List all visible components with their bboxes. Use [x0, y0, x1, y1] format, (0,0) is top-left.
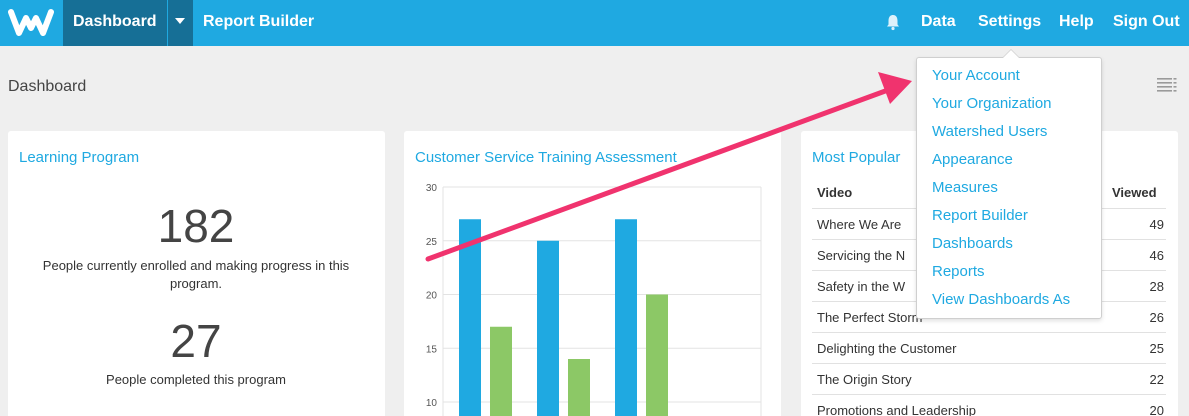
view-count: 25	[1149, 341, 1164, 356]
settings-menu-item-your-organization[interactable]: Your Organization	[932, 95, 1052, 112]
nav-report-builder[interactable]: Report Builder	[203, 13, 315, 30]
y-tick-label: 20	[426, 291, 438, 302]
top-navigation-bar: Dashboard Report Builder Data Settings H…	[0, 0, 1189, 46]
table-row[interactable]: The Origin Story 22	[812, 363, 1166, 394]
nav-dashboard[interactable]: Dashboard	[63, 0, 167, 46]
bell-icon[interactable]	[884, 13, 902, 31]
settings-menu-item-your-account[interactable]: Your Account	[932, 67, 1020, 84]
video-title: Promotions and Leadership	[817, 403, 976, 416]
card-title[interactable]: Learning Program	[19, 149, 140, 166]
bar-series-1-group-2	[537, 240, 559, 416]
view-count: 46	[1149, 248, 1164, 263]
y-tick-label: 10	[426, 398, 438, 409]
view-count: 49	[1149, 217, 1164, 232]
watershed-logo-icon[interactable]	[8, 6, 54, 40]
bar-chart: 30 25 20 15 10	[426, 183, 762, 416]
bar-series-2-group-1	[490, 326, 512, 416]
view-count: 20	[1149, 403, 1164, 416]
video-title: Where We Are	[817, 217, 902, 232]
settings-menu-item-report-builder[interactable]: Report Builder	[932, 207, 1028, 224]
y-tick-label: 30	[426, 183, 438, 194]
learning-program-card: Learning Program 182 People currently en…	[8, 131, 385, 416]
view-count: 28	[1149, 279, 1164, 294]
settings-menu-item-watershed-users[interactable]: Watershed Users	[932, 123, 1048, 140]
enrolled-count: 182	[157, 200, 235, 252]
table-row[interactable]: Promotions and Leadership 20	[812, 394, 1166, 416]
completed-count: 27	[170, 315, 222, 367]
list-view-icon[interactable]	[1157, 77, 1177, 95]
view-count: 26	[1149, 310, 1164, 325]
page-title: Dashboard	[8, 78, 87, 95]
settings-menu-item-appearance[interactable]: Appearance	[932, 151, 1013, 168]
settings-menu-item-measures[interactable]: Measures	[932, 179, 998, 196]
y-tick-label: 25	[426, 237, 438, 248]
video-title: The Perfect Storm	[817, 310, 923, 325]
nav-settings[interactable]: Settings	[978, 13, 1042, 30]
video-title: The Origin Story	[817, 372, 912, 387]
bar-series-2-group-3	[646, 294, 668, 416]
column-header-video: Video	[817, 185, 853, 200]
settings-dropdown-menu: Your Account Your Organization Watershed U…	[916, 49, 1102, 319]
column-header-viewed: Viewed	[1112, 185, 1157, 200]
video-title: Safety in the W	[817, 279, 906, 294]
training-assessment-card: Customer Service Training Assessment 30 2…	[404, 131, 781, 416]
video-title: Delighting the Customer	[817, 341, 957, 356]
card-title[interactable]: Most Popular	[812, 149, 901, 166]
enrolled-caption: People currently enrolled and making pro…	[42, 258, 350, 291]
nav-sign-out[interactable]: Sign Out	[1113, 13, 1180, 30]
nav-data[interactable]: Data	[921, 13, 956, 30]
y-tick-label: 15	[426, 344, 438, 355]
completed-caption: People completed this program	[106, 372, 286, 387]
table-row[interactable]: Delighting the Customer 25	[812, 332, 1166, 363]
view-count: 22	[1149, 372, 1164, 387]
bar-series-1-group-3	[615, 219, 637, 416]
settings-menu-item-reports[interactable]: Reports	[932, 263, 985, 280]
video-title: Servicing the N	[817, 248, 906, 263]
settings-menu-item-view-dashboards-as[interactable]: View Dashboards As	[932, 291, 1071, 308]
nav-help[interactable]: Help	[1059, 13, 1094, 30]
chevron-down-icon[interactable]	[168, 0, 193, 46]
bar-series-1-group-1	[459, 219, 481, 416]
bar-series-2-group-2	[568, 359, 590, 416]
settings-menu-item-dashboards[interactable]: Dashboards	[932, 235, 1013, 252]
